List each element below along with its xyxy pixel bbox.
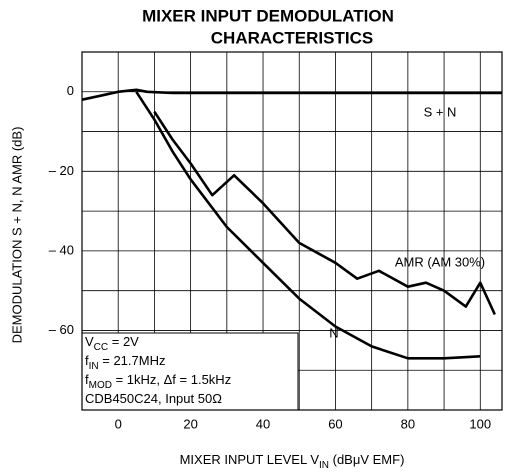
series-label: S + N	[424, 104, 457, 119]
condition-line: fMOD = 1kHz, Δf = 1.5kHz	[85, 372, 231, 390]
condition-sub: CC	[94, 342, 108, 353]
plot-frame	[81, 51, 503, 411]
condition-main: f	[85, 372, 89, 387]
y-tick-label: – 60	[49, 322, 74, 337]
conditions-box	[81, 332, 299, 411]
y-tick-label: – 20	[49, 163, 74, 178]
x-tick-label: 80	[401, 416, 415, 431]
x-tick-label: 0	[115, 416, 122, 431]
x-axis-label-main: MIXER INPUT LEVEL V	[180, 452, 320, 467]
x-tick-label: 100	[469, 416, 491, 431]
condition-rest: = 21.7MHz	[99, 353, 166, 368]
condition-rest: = 2V	[108, 334, 139, 349]
x-tick-label: 20	[183, 416, 197, 431]
curve	[81, 88, 502, 101]
series-label: AMR (AM 30%)	[395, 254, 485, 269]
curve	[135, 91, 481, 360]
y-tick-label: – 40	[49, 242, 74, 257]
condition-sub: MOD	[89, 380, 112, 391]
chart-title: CHARACTERISTICS	[211, 28, 373, 47]
condition-main: V	[85, 334, 94, 349]
x-axis-label-rest: (dBμV EMF)	[329, 452, 404, 467]
condition-line: VCC = 2V	[85, 334, 139, 352]
x-tick-label: 60	[328, 416, 342, 431]
condition-line: CDB450C24, Input 50Ω	[85, 391, 222, 406]
x-axis-label-sub: IN	[319, 460, 329, 471]
curve	[153, 110, 496, 316]
condition-main: CDB450C24, Input 50Ω	[85, 391, 222, 406]
series-label: N	[329, 325, 338, 340]
condition-sub: IN	[89, 361, 99, 372]
condition-rest: = 1kHz, Δf = 1.5kHz	[112, 372, 231, 387]
chart-title: MIXER INPUT DEMODULATION	[142, 6, 394, 25]
condition-main: f	[85, 353, 89, 368]
y-axis-label: DEMODULATION S + N, N AMR (dB)	[9, 127, 24, 344]
x-axis-label: MIXER INPUT LEVEL VIN (dBμV EMF)	[180, 452, 405, 470]
y-tick-label: 0	[67, 83, 74, 98]
x-tick-label: 40	[256, 416, 270, 431]
condition-line: fIN = 21.7MHz	[85, 353, 165, 371]
